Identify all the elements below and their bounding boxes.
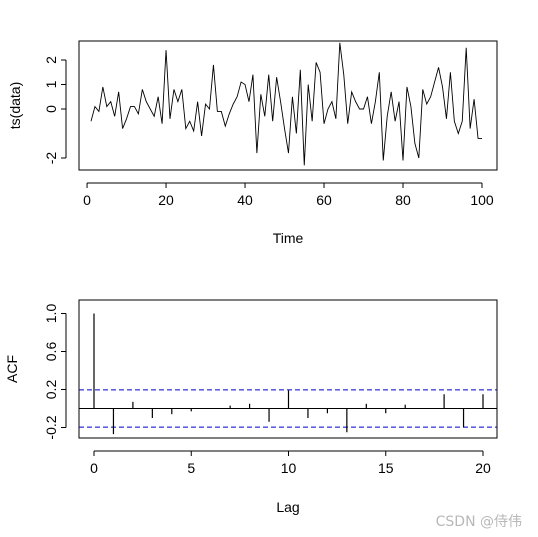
acf-plot-frame [78, 299, 498, 439]
ts-x-tick-label: 20 [158, 192, 174, 208]
ts-y-tick-label: -2 [43, 152, 59, 165]
acf-y-axis-label: ACF [4, 355, 20, 383]
ts-plot-frame [78, 40, 498, 171]
ts-x-tick-label: 100 [470, 192, 494, 208]
ts-x-tick-label: 80 [395, 192, 411, 208]
acf-y-tick-label: 0.6 [43, 342, 59, 362]
ts-y-tick-label: 0 [43, 105, 59, 113]
time-series-plot: 0 20 40 60 80 100 -2 0 1 2 Time ts(data) [7, 40, 498, 246]
acf-x-tick-label: 15 [378, 460, 394, 476]
ts-x-tick-label: 60 [316, 192, 332, 208]
acf-y-tick-label: -0.2 [43, 415, 59, 439]
ts-y-tick-label: 2 [43, 56, 59, 64]
watermark-text: CSDN @侍伟 [436, 514, 522, 530]
acf-x-tick-label: 5 [187, 460, 195, 476]
ts-x-axis-label: Time [273, 230, 304, 246]
ts-x-tick-label: 40 [237, 192, 253, 208]
acf-y-tick-label: 0.2 [43, 380, 59, 400]
acf-y-tick-label: 1.0 [43, 304, 59, 324]
acf-plot: 0 5 10 15 20 -0.2 0.2 0.6 1.0 Lag ACF [4, 299, 498, 515]
acf-x-axis-label: Lag [276, 499, 299, 515]
ts-y-tick-label: 1 [43, 80, 59, 88]
acf-x-tick-label: 20 [475, 460, 491, 476]
ts-y-axis-label: ts(data) [7, 82, 23, 129]
acf-x-tick-label: 0 [90, 460, 98, 476]
acf-x-tick-label: 10 [281, 460, 297, 476]
ts-series-line [90, 42, 482, 166]
ts-x-tick-label: 0 [83, 192, 91, 208]
